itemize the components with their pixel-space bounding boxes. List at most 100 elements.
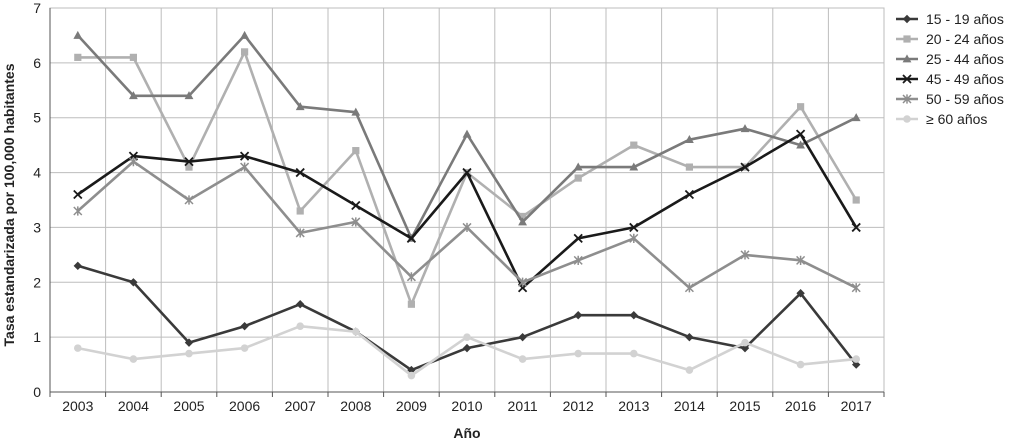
data-point (295, 167, 305, 178)
data-point (740, 343, 750, 353)
data-point (184, 156, 194, 167)
data-point (184, 338, 194, 347)
x-tick-label: 2009 (396, 398, 427, 414)
data-point (239, 151, 250, 161)
data-point (574, 349, 582, 358)
data-point (795, 129, 806, 139)
data-point (851, 283, 861, 293)
legend: 15 - 19 años 20 - 24 años 25 - 44 años 45 -… (896, 11, 1004, 127)
data-point (851, 113, 861, 122)
data-point (684, 189, 695, 200)
data-point (463, 333, 471, 341)
y-tick-label: 2 (33, 274, 41, 290)
x-tick-label: 2003 (62, 398, 93, 414)
x-tick-label: 2014 (674, 398, 705, 414)
data-point (185, 163, 193, 171)
legend-label: 45 - 49 años (926, 71, 1004, 87)
data-point (73, 189, 83, 200)
data-point (351, 107, 361, 116)
data-point (740, 250, 750, 260)
data-point (573, 162, 583, 171)
data-point (74, 53, 82, 61)
data-point (573, 233, 583, 244)
data-point (518, 355, 527, 363)
data-point (902, 54, 912, 63)
data-point (685, 332, 694, 342)
y-axis-ticks: 0 1 2 3 4 5 6 7 (33, 0, 41, 400)
data-point (129, 53, 137, 61)
legend-label: 50 - 59 años (926, 91, 1004, 107)
x-tick-label: 2004 (118, 398, 149, 414)
data-point (185, 349, 193, 358)
series-layer (73, 30, 861, 380)
data-point (741, 338, 749, 347)
data-point (406, 233, 417, 244)
data-point (462, 222, 472, 233)
data-point (684, 283, 694, 293)
data-point (629, 222, 639, 233)
data-point (796, 360, 805, 369)
data-point (462, 343, 472, 353)
legend-label: 15 - 19 años (926, 11, 1004, 27)
legend-entry: 25 - 44 años (896, 51, 1004, 67)
series-6 (74, 322, 860, 380)
data-point (519, 212, 527, 221)
y-tick-label: 5 (33, 110, 41, 126)
x-tick-label: 2017 (841, 398, 872, 414)
data-point (574, 311, 583, 320)
y-tick-label: 4 (33, 165, 41, 181)
y-tick-label: 7 (33, 0, 41, 16)
data-point (630, 141, 638, 149)
data-point (129, 91, 138, 100)
data-point (462, 129, 472, 138)
axes (49, 8, 885, 397)
data-point (184, 195, 194, 205)
data-point (184, 91, 194, 100)
legend-label: 25 - 44 años (926, 51, 1004, 67)
data-point (574, 174, 582, 182)
data-point (629, 162, 639, 171)
series-5 (73, 157, 861, 293)
y-tick-label: 1 (33, 329, 41, 345)
data-point (351, 200, 361, 211)
series-1 (73, 261, 861, 375)
legend-entry: 50 - 59 años (896, 91, 1004, 107)
x-tick-label: 2006 (229, 398, 260, 414)
y-tick-label: 0 (33, 384, 41, 400)
x-axis-ticks: 2003 2004 2005 2006 2007 2008 2009 2010 2011 2012… (62, 398, 872, 414)
data-point (462, 167, 472, 178)
legend-entry: 15 - 19 años (896, 11, 1004, 27)
x-tick-label: 2012 (563, 398, 594, 414)
legend-label: 20 - 24 años (926, 31, 1004, 47)
data-point (740, 124, 750, 133)
data-point (406, 272, 416, 282)
data-point (902, 74, 912, 84)
legend-entry: ≥ 60 años (896, 111, 987, 127)
data-point (240, 344, 249, 352)
data-point (518, 277, 528, 287)
data-point (629, 311, 638, 320)
data-point (73, 30, 83, 39)
x-tick-label: 2016 (785, 398, 816, 414)
data-point (129, 355, 138, 363)
x-tick-label: 2011 (508, 398, 538, 414)
data-point (852, 196, 860, 204)
x-tick-label: 2007 (285, 398, 316, 414)
data-point (128, 157, 138, 167)
series-line (77, 264, 858, 372)
legend-label: ≥ 60 años (926, 111, 987, 127)
data-point (796, 255, 806, 265)
data-point (797, 103, 805, 111)
x-tick-label: 2010 (451, 398, 482, 414)
series-2 (74, 48, 860, 308)
x-tick-label: 2005 (173, 398, 204, 414)
data-point (241, 48, 249, 56)
y-axis-title: Tasa estandarizada por 100,000 habitante… (1, 63, 17, 346)
data-point (630, 349, 638, 358)
data-point (740, 162, 750, 172)
data-point (796, 140, 805, 149)
data-point (518, 332, 527, 342)
x-tick-label: 2013 (618, 398, 649, 414)
data-point (296, 207, 304, 215)
